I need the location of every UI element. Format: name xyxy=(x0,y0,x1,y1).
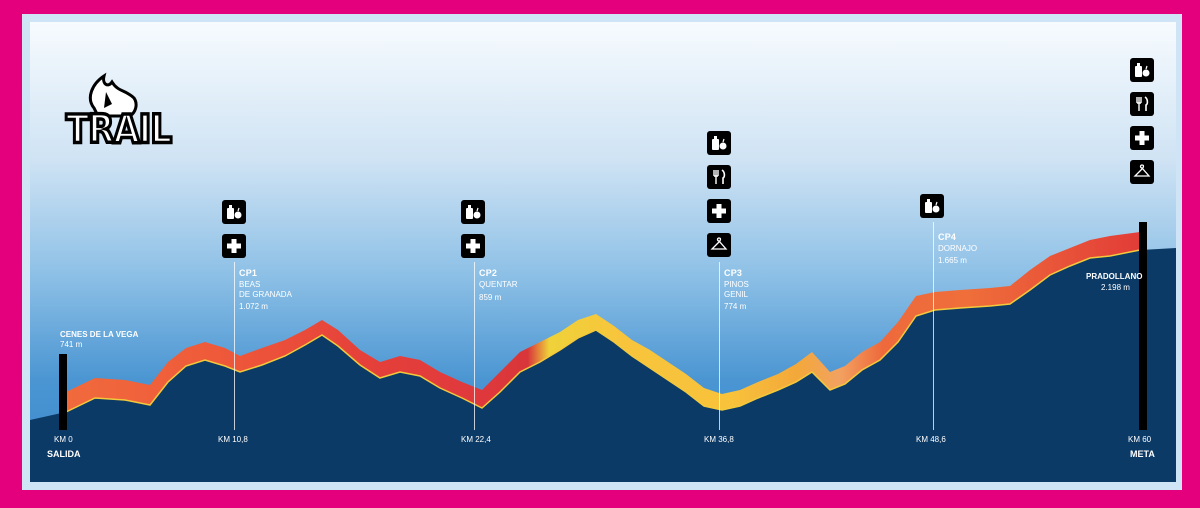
finish-label: META xyxy=(1130,449,1155,459)
trail-logo-icon xyxy=(88,72,138,118)
finish-km: KM 60 xyxy=(1128,435,1152,444)
cp1-guide xyxy=(234,262,235,430)
cp3-guide xyxy=(719,262,720,430)
start-bar xyxy=(59,354,67,430)
cutlery-icon xyxy=(1130,92,1154,116)
first-aid-icon xyxy=(222,234,246,258)
start-km: KM 0 xyxy=(54,435,73,444)
cp3-place-2: GENIL xyxy=(724,290,749,299)
finish-name: PRADOLLANO xyxy=(1086,272,1143,281)
cp3-title: CP3 xyxy=(724,268,743,278)
cp4-guide xyxy=(933,222,934,430)
cp3-altitude: 774 m xyxy=(724,302,747,311)
cp2-guide xyxy=(474,262,475,430)
finish-altitude: 2.198 m xyxy=(1101,283,1130,292)
cutlery-icon xyxy=(707,165,731,189)
first-aid-icon xyxy=(707,199,731,223)
ridge-band xyxy=(66,232,1140,412)
cp2-km: KM 22,4 xyxy=(461,435,491,444)
start-altitude: 741 m xyxy=(60,340,83,349)
first-aid-icon xyxy=(1130,126,1154,150)
drinks-food-icon xyxy=(461,200,485,224)
cp3-km: KM 36,8 xyxy=(704,435,734,444)
cp1-km: KM 10,8 xyxy=(218,435,248,444)
ridge-edge xyxy=(65,249,1141,413)
drinks-food-icon xyxy=(707,131,731,155)
drinks-food-icon xyxy=(1130,58,1154,82)
cp1-altitude: 1.072 m xyxy=(239,302,268,311)
terrain-ground xyxy=(30,248,1176,482)
cp4-place-1: DORNAJO xyxy=(938,244,978,253)
first-aid-icon xyxy=(461,234,485,258)
cp2-place-1: QUENTAR xyxy=(479,280,518,289)
finish-bar xyxy=(1139,222,1147,430)
cp4-km: KM 48,6 xyxy=(916,435,946,444)
cloakroom-icon xyxy=(1130,160,1154,184)
cp2-title: CP2 xyxy=(479,268,498,278)
cp4-altitude: 1.665 m xyxy=(938,256,967,265)
cloakroom-icon xyxy=(707,233,731,257)
drinks-food-icon xyxy=(920,194,944,218)
cp1-title: CP1 xyxy=(239,268,258,278)
cp1-place-1: BEAS xyxy=(239,280,261,289)
cp4-title: CP4 xyxy=(938,232,957,242)
logo-text: TRAIL xyxy=(64,105,173,154)
start-label: SALIDA xyxy=(47,449,81,459)
cp1-place-2: DE GRANADA xyxy=(239,290,292,299)
cp3-place-1: PINOS xyxy=(724,280,749,289)
start-name: CENES DE LA VEGA xyxy=(60,330,139,339)
drinks-food-icon xyxy=(222,200,246,224)
cp2-altitude: 859 m xyxy=(479,293,502,302)
